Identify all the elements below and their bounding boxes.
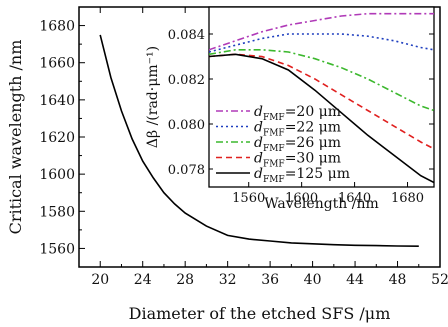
main-y-tick-label-3: 1620: [39, 130, 75, 146]
legend-label-3: dFMF=30 μm: [254, 151, 341, 170]
main-x-tick-label-7: 48: [389, 272, 407, 288]
inset-y-tick-label-3: 0.084: [168, 28, 205, 43]
main-x-tick-label-3: 32: [219, 272, 237, 288]
inset-series-line-4: [209, 53, 434, 184]
legend-label-2: dFMF=26 μm: [254, 135, 341, 154]
inset-x-axis-label: Wavelength /nm: [264, 196, 379, 212]
main-y-tick-label-6: 1680: [39, 19, 75, 35]
main-y-tick-label-2: 1600: [39, 167, 75, 183]
inset-x-tick-label-0: 1560: [232, 191, 265, 206]
inset-series-line-2: [209, 48, 434, 112]
inset-x-tick-label-1: 1600: [285, 191, 318, 206]
main-x-tick-label-1: 24: [134, 272, 152, 288]
inset-y-tick-label-1: 0.080: [168, 118, 205, 133]
main-x-axis-label: Diameter of the etched SFS /μm: [129, 304, 391, 323]
main-y-axis-label: Critical wavelength /nm: [6, 40, 25, 235]
legend-label-1: dFMF=22 μm: [254, 120, 341, 139]
inset-x-tick-label-3: 1680: [391, 191, 424, 206]
main-y-tick-label-0: 1560: [39, 241, 75, 257]
main-x-tick-label-5: 40: [304, 272, 322, 288]
inset-x-tick-label-2: 1640: [338, 191, 371, 206]
inset-series-line-0: [209, 12, 434, 51]
main-y-tick-label-1: 1580: [39, 204, 75, 220]
main-series-line-0: [99, 34, 419, 247]
inset-y-tick-label-2: 0.082: [168, 73, 205, 88]
main-y-tick-label-4: 1640: [39, 93, 75, 109]
inset-y-tick-label-0: 0.078: [168, 163, 205, 178]
inset-series-line-1: [209, 33, 434, 53]
legend-label-4: dFMF=125 μm: [254, 166, 350, 185]
legend-label-0: dFMF=20 μm: [254, 104, 341, 123]
main-x-tick-label-2: 28: [176, 272, 194, 288]
main-y-tick-label-5: 1660: [39, 56, 75, 72]
main-x-tick-label-6: 44: [346, 272, 364, 288]
main-x-tick-label-4: 36: [261, 272, 279, 288]
inset-series-group: [209, 12, 434, 184]
inset-y-axis-label: Δβ /(rad·μm⁻¹): [145, 46, 161, 148]
main-x-tick-label-8: 52: [431, 272, 448, 288]
main-x-tick-label-0: 20: [91, 272, 109, 288]
